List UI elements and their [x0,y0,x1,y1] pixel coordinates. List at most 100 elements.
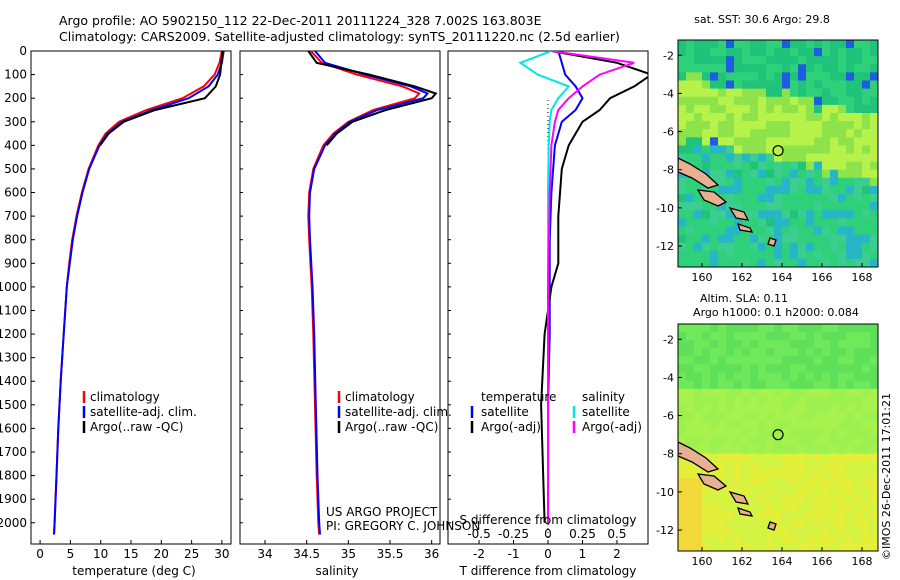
map-cell [710,40,719,49]
map-cell [702,226,711,236]
map-cell [814,461,823,471]
map-cell [862,437,871,447]
map-cell [870,121,878,130]
map-cell [758,502,767,512]
map-cell [678,153,687,163]
map-cell [870,113,878,122]
map-cell [742,478,751,487]
map-cell [806,413,815,422]
map-cell [726,226,735,236]
map-cell [806,324,815,333]
map-cell [846,502,855,512]
map-cell [790,96,799,106]
map-cell [678,88,687,98]
map-cell [782,332,791,341]
map-cell [838,80,847,90]
map-cell [870,332,878,341]
legend-satellite-label: satellite-adj. clim. [345,405,452,419]
map-cell [734,526,743,536]
map-cell [710,486,719,495]
map-cell [694,356,703,366]
map-cell [870,48,878,57]
map-cell [838,137,847,146]
map-cell [790,332,799,341]
map-cell [678,518,687,528]
map-cell [750,413,759,422]
map-cell [686,388,695,398]
map-cell [710,502,719,512]
map-cell [774,210,783,219]
map-cell [838,478,847,487]
map-cell [718,104,727,114]
map-cell [750,80,759,90]
map-cell [790,153,799,163]
map-cell [814,104,823,114]
map-cell [814,437,823,447]
map-cell [814,397,823,406]
map-cell [742,80,751,90]
difference-x-axis: -2 -1 0 1 2 [473,540,621,561]
map-cell [694,388,703,398]
legend-salinity-title: salinity [582,390,625,404]
map-cell [814,356,823,366]
map-cell [766,56,775,65]
map-cell [814,56,823,65]
map-cell [854,145,863,155]
map-cell [854,453,863,463]
map-cell [862,258,871,267]
map-cell [758,388,767,398]
map-cell [758,469,767,479]
map-cell [678,121,687,130]
map-cell [798,104,807,114]
map-cell [870,486,878,495]
map-cell [838,129,847,138]
map-cell [726,64,735,73]
map-cell [766,421,775,430]
island-shape [767,237,777,247]
map-cell [686,56,695,65]
map-cell [702,364,711,374]
x-tick-label: 15 [123,547,138,561]
x-tick-label: 5 [67,547,75,561]
map-cell [830,364,839,374]
map-cell [766,40,775,49]
map-cell [734,129,743,138]
map-cell [870,145,878,155]
map-cell [798,56,807,65]
map-cell [782,518,791,528]
map-cell [814,113,823,122]
map-cell [718,445,727,455]
map-cell [798,324,807,333]
map-cell [790,210,799,219]
map-cell [830,80,839,90]
map-cell [822,218,831,228]
map-cell [734,429,743,439]
map-cell [726,242,735,252]
map-cell [726,429,735,439]
map-cell [710,242,719,252]
map-cell [846,372,855,382]
map-cell [822,510,831,520]
map-cell [854,210,863,219]
profile-line-t-satellite [547,51,584,523]
map-cell [718,121,727,130]
map-cell [694,80,703,90]
map-cell [758,461,767,471]
map-cell [726,494,735,503]
map-cell [790,364,799,374]
map-cell [718,64,727,73]
map-cell [678,356,687,366]
x-tick-label: 0 [544,547,552,561]
map-cell [766,161,775,171]
map-cell [678,421,687,430]
map-cell [702,210,711,219]
map-cell [774,169,783,179]
map-cell [774,494,783,503]
map-cell [694,421,703,430]
map-cell [798,145,807,155]
map-cell [822,145,831,155]
map-cell [774,88,783,98]
map-cell [678,218,687,228]
profile-line-climatology [53,51,223,535]
map-cell [774,510,783,520]
